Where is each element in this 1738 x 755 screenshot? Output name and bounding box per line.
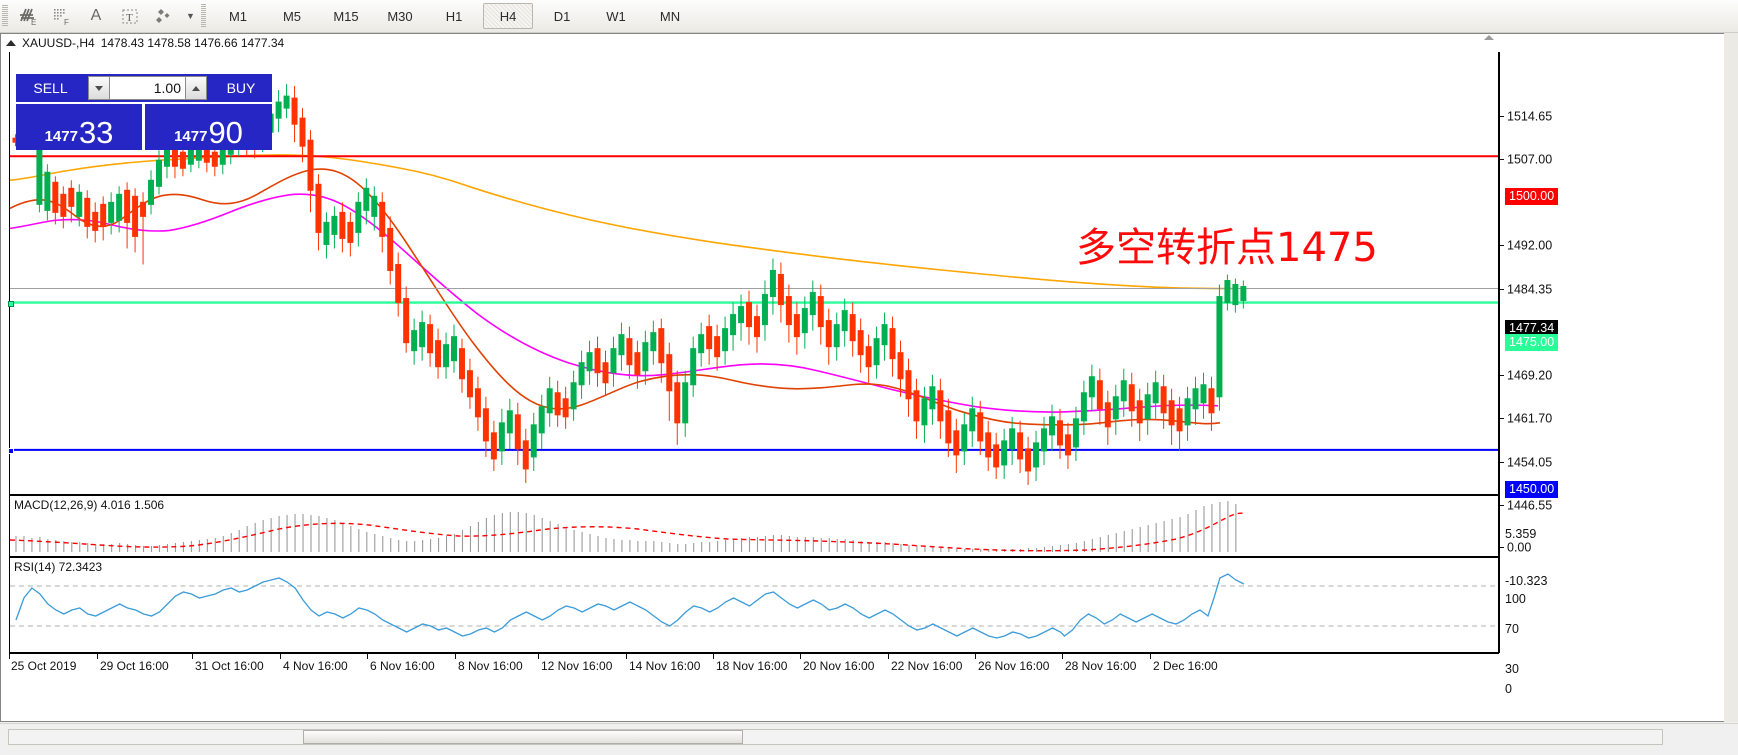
time-axis[interactable]: 25 Oct 2019 29 Oct 16:00 31 Oct 16:00 4 …: [9, 653, 1499, 683]
rsi-tick: 100: [1505, 591, 1526, 606]
time-label: 22 Nov 16:00: [891, 659, 963, 673]
time-label: 26 Nov 16:00: [978, 659, 1050, 673]
level-label-1500[interactable]: 1500.00: [1505, 188, 1559, 205]
sell-button[interactable]: SELL: [16, 74, 85, 102]
rsi-pane[interactable]: RSI(14) 72.3423: [9, 557, 1499, 653]
chevron-up-icon[interactable]: [185, 76, 207, 100]
bid-price-integer: 1477: [44, 128, 78, 145]
macd-pane[interactable]: MACD(12,26,9) 4.016 1.506: [9, 495, 1499, 557]
chart-annotation-text[interactable]: 多空转折点1475: [1076, 225, 1378, 271]
text-tool-icon[interactable]: A: [90, 7, 102, 24]
chart-header: XAUUSD-,H4 1478.43 1478.58 1476.66 1477.…: [1, 34, 1737, 52]
chart-symbol-label: XAUUSD-,H4: [22, 36, 95, 50]
time-label: 28 Nov 16:00: [1065, 659, 1137, 673]
rsi-tick: 30: [1505, 661, 1519, 676]
time-label: 8 Nov 16:00: [458, 659, 523, 673]
timeframe-m30[interactable]: M30: [387, 8, 413, 24]
time-label: 4 Nov 16:00: [283, 659, 348, 673]
svg-text:E: E: [31, 18, 36, 26]
periodicity-icon[interactable]: F: [46, 2, 78, 30]
time-label: 31 Oct 16:00: [195, 659, 264, 673]
bid-price-display[interactable]: 1477 33: [16, 104, 142, 150]
time-label: 20 Nov 16:00: [803, 659, 875, 673]
rsi-series: [10, 573, 1498, 639]
timeframe-w1[interactable]: W1: [606, 8, 626, 24]
scroll-up-arrow-icon[interactable]: [1481, 34, 1497, 42]
timeframe-d1[interactable]: D1: [553, 8, 571, 24]
macd-tick: 5.359: [1505, 526, 1537, 541]
level-label-1475[interactable]: 1475.00: [1505, 334, 1559, 351]
macd-signal-line: [9, 512, 1247, 552]
one-click-trading-panel[interactable]: SELL 1.00 BUY 1477 33 1477 90: [16, 74, 272, 150]
price-tick: 1469.20: [1500, 368, 1552, 383]
price-tick: 1507.00: [1500, 152, 1552, 167]
price-tick: 1461.70: [1500, 411, 1552, 426]
octp-controls-row: SELL 1.00 BUY: [16, 74, 272, 102]
price-pane[interactable]: [8, 52, 1499, 495]
rsi-line: [15, 573, 1245, 639]
plot-area[interactable]: MACD(12,26,9) 4.016 1.506: [2, 52, 1737, 721]
pivot-line-handle[interactable]: [8, 301, 14, 307]
triangle-up-icon[interactable]: [6, 40, 16, 46]
macd-tick: 0.00: [1500, 540, 1531, 555]
bid-price-pips: 33: [78, 115, 114, 150]
text-label-icon[interactable]: T: [114, 2, 146, 30]
macd-label: MACD(12,26,9) 4.016 1.506: [14, 498, 165, 512]
timeframe-m5[interactable]: M5: [282, 8, 302, 24]
macd-tick: -10.323: [1505, 573, 1548, 588]
timeframe-h1[interactable]: H1: [445, 8, 463, 24]
price-tick: 1492.00: [1500, 238, 1552, 253]
time-label: 14 Nov 16:00: [629, 659, 701, 673]
buy-button[interactable]: BUY: [210, 74, 272, 102]
level-label-1450[interactable]: 1450.00: [1505, 481, 1559, 498]
svg-text:F: F: [64, 18, 69, 26]
bottom-bar: [0, 723, 1738, 755]
price-axis[interactable]: 1514.65 1507.00 1492.00 1484.35 1469.20 …: [1499, 52, 1737, 696]
octp-quotes-row: 1477 33 1477 90: [16, 104, 272, 150]
price-tick: 1446.55: [1500, 498, 1552, 513]
price-series: [9, 84, 1498, 485]
rsi-tick: 0: [1505, 681, 1512, 696]
chevron-down-icon[interactable]: [88, 76, 110, 100]
price-tick: 1484.35: [1500, 282, 1552, 297]
price-tick: 1514.65: [1500, 109, 1552, 124]
ask-price-display[interactable]: 1477 90: [145, 104, 272, 150]
timeframe-m1[interactable]: M1: [228, 8, 248, 24]
scrollbar-thumb[interactable]: [303, 730, 743, 744]
time-label: 18 Nov 16:00: [716, 659, 788, 673]
timeframe-mn[interactable]: MN: [659, 8, 681, 24]
toolbar-separator: [201, 4, 206, 28]
chart-canvas[interactable]: XAUUSD-,H4 1478.43 1478.58 1476.66 1477.…: [0, 33, 1738, 722]
time-label: 6 Nov 16:00: [370, 659, 435, 673]
objects-dropdown-icon[interactable]: ▼: [186, 11, 195, 21]
time-label: 12 Nov 16:00: [541, 659, 613, 673]
main-toolbar: E F A T: [0, 0, 1738, 33]
chart-ohlc-label: 1478.43 1478.58 1476.66 1477.34: [100, 36, 285, 50]
macd-histogram: [15, 501, 1237, 552]
ask-price-integer: 1477: [174, 128, 208, 145]
price-tick: 1454.05: [1500, 455, 1552, 470]
time-label: 29 Oct 16:00: [100, 659, 169, 673]
timeframe-m15[interactable]: M15: [333, 8, 359, 24]
svg-text:T: T: [126, 12, 133, 24]
toolbar-drag-handle[interactable]: [2, 5, 8, 27]
horizontal-scrollbar[interactable]: [8, 729, 1663, 745]
indicators-icon[interactable]: E: [12, 2, 44, 30]
macd-series: [9, 501, 1247, 552]
vertical-scroll-strip[interactable]: [1724, 33, 1738, 722]
time-label: 25 Oct 2019: [11, 659, 77, 673]
candlestick-series: [12, 84, 1247, 485]
current-price-label: 1477.34: [1505, 320, 1559, 337]
timeframe-h4[interactable]: H4: [483, 3, 533, 29]
rsi-tick: 70: [1505, 621, 1519, 636]
support-line-handle[interactable]: [8, 448, 14, 454]
time-label: 2 Dec 16:00: [1153, 659, 1218, 673]
ask-price-pips: 90: [208, 115, 243, 150]
rsi-label: RSI(14) 72.3423: [14, 560, 103, 574]
volume-control[interactable]: 1.00: [85, 74, 210, 102]
objects-icon[interactable]: [148, 2, 180, 30]
volume-input[interactable]: 1.00: [110, 76, 185, 100]
